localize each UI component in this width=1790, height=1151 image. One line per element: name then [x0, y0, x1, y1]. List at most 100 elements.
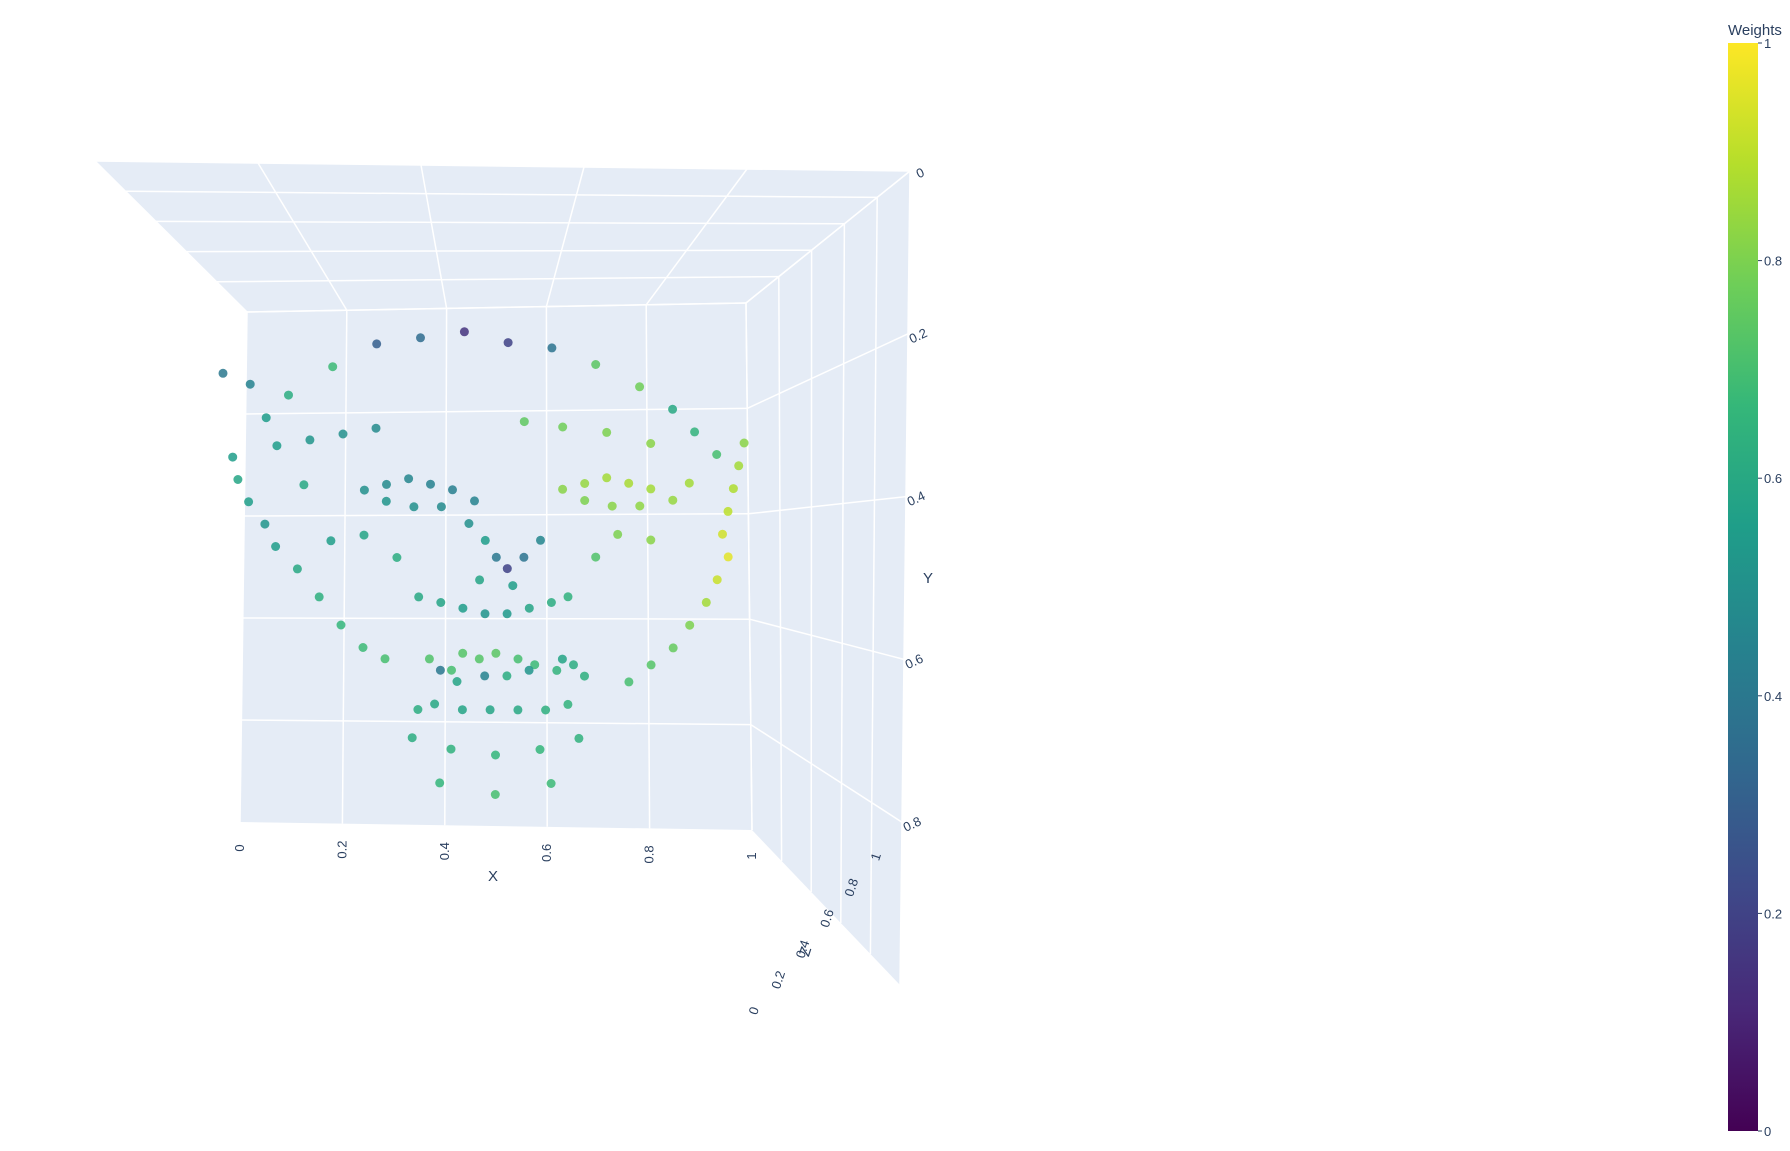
data-point[interactable] [404, 474, 414, 484]
data-point[interactable] [458, 603, 468, 613]
data-point[interactable] [668, 404, 678, 414]
data-point[interactable] [563, 699, 573, 709]
data-point[interactable] [299, 480, 309, 490]
data-point[interactable] [424, 654, 434, 664]
data-point[interactable] [392, 553, 402, 562]
data-point[interactable] [668, 495, 678, 505]
data-point[interactable] [580, 671, 589, 681]
data-point[interactable] [475, 575, 485, 585]
data-point[interactable] [381, 496, 391, 506]
data-point[interactable] [541, 705, 551, 715]
data-point[interactable] [380, 654, 390, 664]
data-point[interactable] [513, 654, 523, 664]
data-point[interactable] [480, 671, 490, 681]
data-point[interactable] [602, 473, 612, 483]
data-point[interactable] [464, 519, 474, 528]
data-point[interactable] [382, 479, 391, 489]
data-point[interactable] [490, 790, 500, 799]
data-point[interactable] [547, 343, 557, 353]
data-point[interactable] [338, 429, 348, 439]
data-point[interactable] [244, 497, 254, 507]
data-point[interactable] [233, 475, 243, 484]
data-point[interactable] [712, 450, 722, 459]
data-point[interactable] [591, 360, 601, 369]
data-point[interactable] [459, 327, 469, 337]
data-point[interactable] [535, 745, 545, 754]
data-point[interactable] [557, 654, 567, 664]
data-point[interactable] [503, 338, 513, 348]
scatter-points[interactable] [218, 327, 749, 799]
data-point[interactable] [530, 660, 540, 670]
data-point[interactable] [524, 665, 534, 675]
data-point[interactable] [558, 484, 568, 494]
data-point[interactable] [580, 496, 590, 505]
data-point[interactable] [458, 648, 468, 658]
data-point[interactable] [728, 484, 738, 494]
data-point[interactable] [513, 705, 523, 715]
data-point[interactable] [474, 654, 484, 664]
data-point[interactable] [502, 564, 512, 574]
data-point[interactable] [436, 502, 446, 512]
data-point[interactable] [430, 699, 440, 709]
data-point[interactable] [524, 603, 534, 613]
data-point[interactable] [624, 478, 634, 488]
data-point[interactable] [448, 485, 457, 495]
data-point[interactable] [371, 423, 381, 433]
data-point[interactable] [480, 535, 490, 545]
data-point[interactable] [435, 778, 445, 788]
data-point[interactable] [416, 333, 425, 343]
data-point[interactable] [546, 779, 556, 788]
data-point[interactable] [480, 609, 490, 619]
data-point[interactable] [613, 529, 623, 539]
data-point[interactable] [723, 552, 733, 562]
data-point[interactable] [602, 427, 612, 437]
data-point[interactable] [701, 597, 711, 607]
data-point[interactable] [359, 530, 369, 540]
data-point[interactable] [624, 677, 634, 687]
data-point[interactable] [607, 501, 617, 511]
data-point[interactable] [491, 648, 501, 658]
data-point[interactable] [646, 660, 656, 670]
data-point[interactable] [519, 552, 529, 562]
data-point[interactable] [284, 390, 293, 400]
data-point[interactable] [739, 438, 749, 448]
data-point[interactable] [413, 705, 423, 714]
data-point[interactable] [435, 665, 445, 675]
data-point[interactable] [646, 484, 656, 494]
data-point[interactable] [271, 542, 281, 551]
data-point[interactable] [491, 750, 500, 760]
data-point[interactable] [502, 671, 512, 681]
data-point[interactable] [446, 744, 456, 754]
data-point[interactable] [260, 519, 270, 529]
data-point[interactable] [218, 368, 228, 378]
data-point[interactable] [426, 479, 435, 489]
data-point[interactable] [328, 362, 338, 372]
data-point[interactable] [635, 382, 645, 392]
data-point[interactable] [314, 592, 324, 602]
data-point[interactable] [228, 452, 238, 462]
data-point[interactable] [723, 506, 733, 516]
data-point[interactable] [305, 435, 315, 445]
data-point[interactable] [519, 417, 529, 427]
data-point[interactable] [261, 413, 271, 423]
data-point[interactable] [485, 705, 495, 715]
data-point[interactable] [536, 535, 545, 545]
data-point[interactable] [407, 733, 417, 743]
data-point[interactable] [569, 660, 578, 670]
data-point[interactable] [646, 535, 656, 545]
data-point[interactable] [457, 705, 467, 715]
data-point[interactable] [409, 502, 419, 512]
data-point[interactable] [502, 609, 512, 619]
data-point[interactable] [272, 441, 282, 451]
data-point[interactable] [591, 552, 601, 562]
data-point[interactable] [685, 620, 695, 630]
data-point[interactable] [690, 427, 700, 437]
data-point[interactable] [292, 564, 302, 574]
data-point[interactable] [470, 496, 479, 506]
data-point[interactable] [646, 439, 656, 448]
data-point[interactable] [414, 592, 424, 602]
data-point[interactable] [358, 643, 368, 652]
data-point[interactable] [372, 339, 382, 349]
data-point[interactable] [552, 665, 562, 675]
data-point[interactable] [734, 461, 744, 471]
